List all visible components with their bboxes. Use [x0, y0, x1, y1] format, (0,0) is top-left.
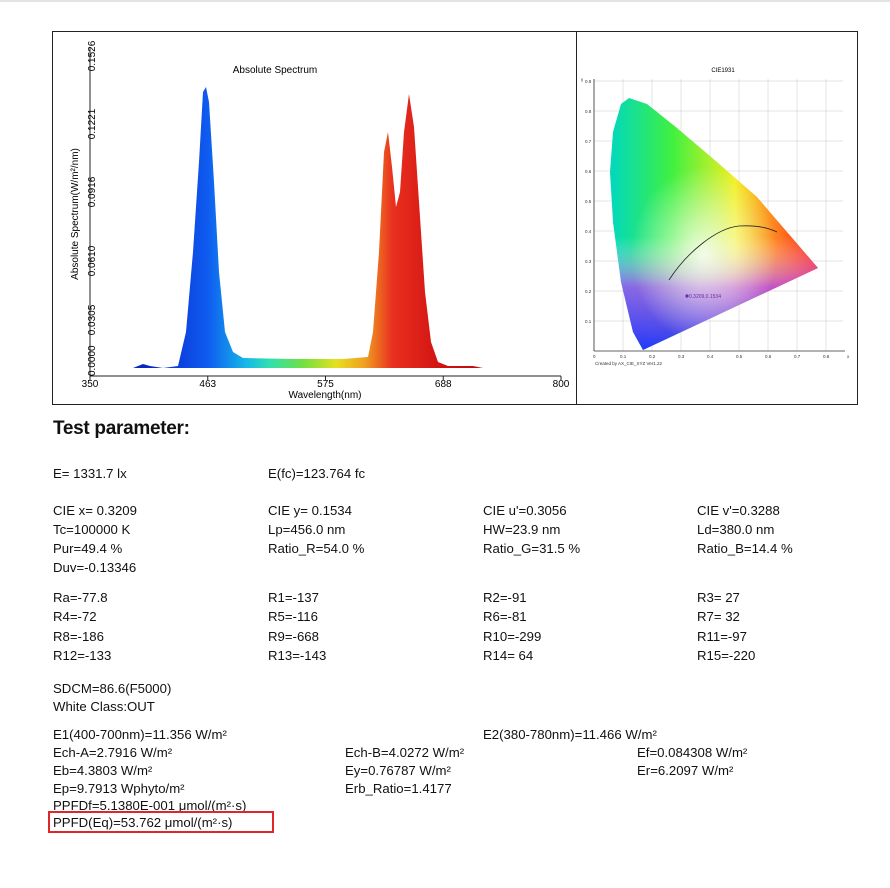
cie-y-tick-1: 0.1 [585, 319, 592, 324]
x-tick-688: 688 [435, 379, 452, 390]
param-r7: R7= 32 [697, 609, 740, 624]
param-ld: Ld=380.0 nm [697, 522, 775, 537]
cie-y-tick-2: 0.2 [585, 289, 592, 294]
param-r15: R15=-220 [697, 648, 756, 663]
cie-y-tick-7: 0.7 [585, 139, 592, 144]
param-r9: R9=-668 [268, 629, 319, 644]
cie-point-label: 0.3209,0.1534 [689, 294, 721, 300]
chart-divider [576, 31, 577, 405]
cie-credit: Created by AX_CIE_XYZ Ver1.22 [595, 361, 663, 366]
planckian-locus [668, 225, 778, 281]
param-r4: R4=-72 [53, 609, 97, 624]
cie-x-tick-5: 0.5 [736, 354, 743, 359]
cie-x-tick-3: 0.3 [678, 354, 685, 359]
cie-x-tick-4: 0.4 [707, 354, 714, 359]
cie-y-tick-3: 0.3 [585, 259, 592, 264]
cie-y-tick-8: 0.8 [585, 109, 592, 114]
param-sdcm: SDCM=86.6(F5000) [53, 681, 172, 696]
cie-x-tick-8: 0.8 [823, 354, 830, 359]
cie-x-tick-2: 0.2 [649, 354, 656, 359]
param-r2: R2=-91 [483, 590, 527, 605]
ppfd-highlight-box [48, 811, 274, 833]
spectrum-title: Absolute Spectrum [233, 65, 318, 76]
param-ratio-b: Ratio_B=14.4 % [697, 541, 793, 556]
param-e1: E1(400-700nm)=11.356 W/m² [53, 727, 227, 742]
param-white-class: White Class:OUT [53, 699, 155, 714]
param-hw: HW=23.9 nm [483, 522, 561, 537]
chart-frame [52, 31, 858, 405]
y-axis-label: Absolute Spectrum(W/m²/nm) [70, 148, 81, 280]
x-tick-800: 800 [553, 379, 570, 390]
param-cie-v: CIE v'=0.3288 [697, 503, 780, 518]
param-cie-y: CIE y= 0.1534 [268, 503, 352, 518]
top-rule [0, 0, 890, 2]
param-ech-a: Ech-A=2.7916 W/m² [53, 745, 173, 760]
param-r14: R14= 64 [483, 648, 534, 663]
cie-y-tick-4: 0.4 [585, 229, 592, 234]
param-r12: R12=-133 [53, 648, 112, 663]
param-ppfdf: PPFDf=5.1380E-001 μmol/(m²·s) [53, 798, 247, 813]
y-tick-1: 0.0305 [87, 304, 98, 335]
param-r11: R11=-97 [697, 629, 747, 644]
param-duv: Duv=-0.13346 [53, 560, 137, 575]
param-pur: Pur=49.4 % [53, 541, 123, 556]
param-r3: R3= 27 [697, 590, 740, 605]
cie-x-axis-label: x [847, 354, 850, 359]
param-ratio-r: Ratio_R=54.0 % [268, 541, 365, 556]
param-ra: Ra=-77.8 [53, 590, 108, 605]
param-illuminance-lx: E= 1331.7 lx [53, 466, 127, 481]
param-illuminance-fc: E(fc)=123.764 fc [268, 466, 366, 481]
y-tick-3: 0.0916 [87, 176, 98, 207]
param-lp: Lp=456.0 nm [268, 522, 346, 537]
param-r5: R5=-116 [268, 609, 318, 624]
cie-x-tick-0: 0 [593, 354, 596, 359]
param-r8: R8=-186 [53, 629, 104, 644]
param-r1: R1=-137 [268, 590, 319, 605]
param-e2: E2(380-780nm)=11.466 W/m² [483, 727, 657, 742]
y-tick-5: 0.1526 [87, 40, 98, 71]
param-eb: Eb=4.3803 W/m² [53, 763, 153, 778]
param-cie-u: CIE u'=0.3056 [483, 503, 567, 518]
y-tick-0: 0.0000 [87, 345, 98, 376]
cie-gamut [610, 98, 818, 350]
y-tick-2: 0.0610 [87, 245, 98, 276]
param-r13: R13=-143 [268, 648, 327, 663]
cie-x-tick-1: 0.1 [620, 354, 627, 359]
cie-y-tick-6: 0.6 [585, 169, 592, 174]
x-axis-label: Wavelength(nm) [289, 390, 362, 401]
param-tc: Tc=100000 K [53, 522, 131, 537]
y-tick-4: 0.1221 [87, 108, 98, 139]
param-ef: Ef=0.084308 W/m² [637, 745, 748, 760]
cie-y-tick-9: 0.9 [585, 79, 592, 84]
spectrum-curve [90, 87, 563, 368]
param-r10: R10=-299 [483, 629, 542, 644]
param-ep: Ep=9.7913 Wphyto/m² [53, 781, 185, 796]
cie-y-axis-label: y [581, 77, 584, 82]
x-tick-350: 350 [82, 379, 99, 390]
cie-y-tick-5: 0.5 [585, 199, 592, 204]
param-ppfd-eq: PPFD(Eq)=53.762 μmol/(m²·s) [53, 815, 233, 830]
cie-title: CIE1931 [711, 68, 735, 74]
param-r6: R6=-81 [483, 609, 527, 624]
param-cie-x: CIE x= 0.3209 [53, 503, 137, 518]
param-ratio-g: Ratio_G=31.5 % [483, 541, 581, 556]
param-ech-b: Ech-B=4.0272 W/m² [345, 745, 465, 760]
param-er: Er=6.2097 W/m² [637, 763, 734, 778]
section-title: Test parameter: [53, 418, 190, 439]
spectrum-chart: Absolute Spectrum 350 463 575 688 800 Wa… [70, 40, 570, 401]
cie-point-marker [685, 294, 689, 298]
cie-x-tick-6: 0.6 [765, 354, 772, 359]
param-ey: Ey=0.76787 W/m² [345, 763, 451, 778]
param-erb-ratio: Erb_Ratio=1.4177 [345, 781, 452, 796]
x-tick-575: 575 [317, 379, 334, 390]
x-tick-463: 463 [199, 379, 216, 390]
cie-x-tick-7: 0.7 [794, 354, 801, 359]
cie-chart: CIE1931 0.3209,0.1534 y x 0.1 0.2 0.3 0.… [581, 68, 850, 366]
